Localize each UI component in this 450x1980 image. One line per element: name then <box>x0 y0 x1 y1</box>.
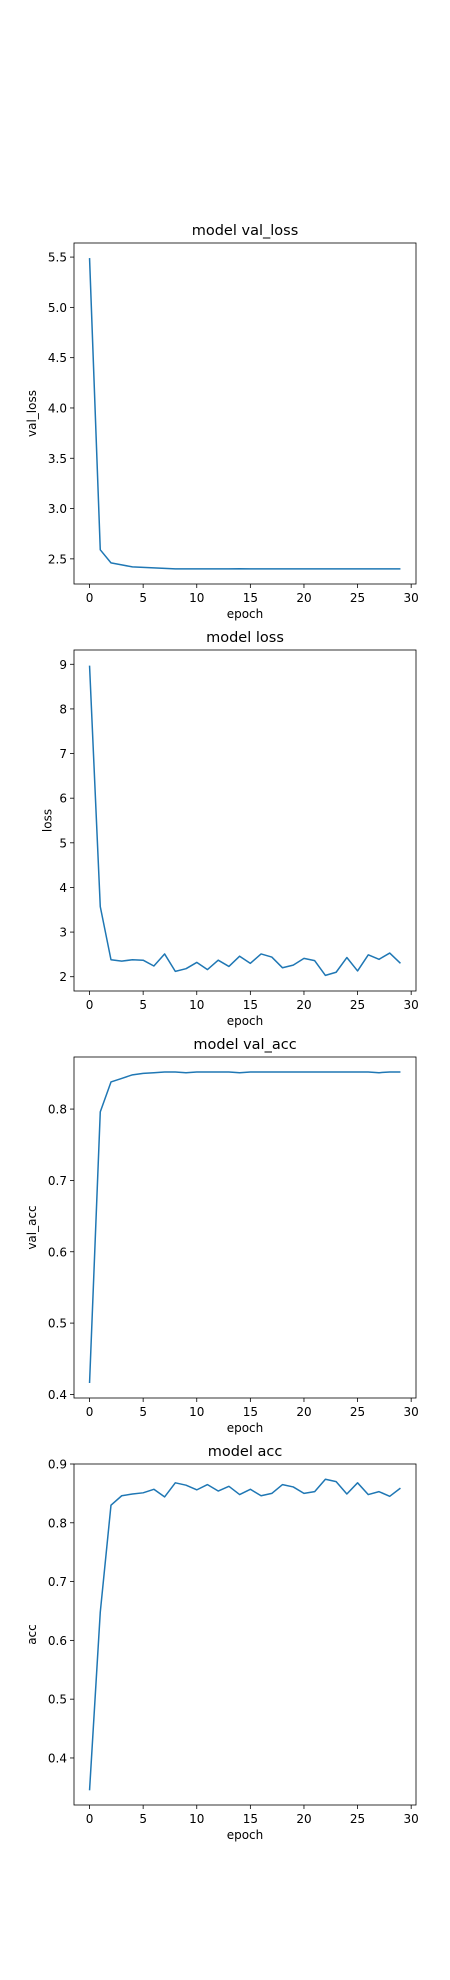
chart-title: model acc <box>208 1444 283 1460</box>
y-axis-label: val_loss <box>25 390 39 437</box>
x-tick-label: 25 <box>350 998 365 1012</box>
x-tick-label: 30 <box>404 998 419 1012</box>
x-tick-label: 10 <box>189 998 204 1012</box>
subplot-val-loss: model val_loss 0 5 10 15 20 25 30 2.5 3.0 3.5 4.0… <box>25 223 419 621</box>
x-tick-label: 20 <box>296 1812 311 1826</box>
subplot-loss: model loss 0 5 10 15 20 25 30 2 3 4 5 6 7 8 9 epoch l… <box>40 630 418 1028</box>
x-axis-label: epoch <box>227 1421 264 1435</box>
y-tick-label: 0.7 <box>48 1575 67 1589</box>
x-tick-label: 15 <box>243 998 258 1012</box>
y-tick-label: 0.8 <box>48 1103 67 1117</box>
y-tick-label: 3.5 <box>48 452 67 466</box>
y-tick-label: 9 <box>59 658 67 672</box>
y-tick-label: 0.4 <box>48 1388 67 1402</box>
y-tick-label: 6 <box>59 792 67 806</box>
x-tick-label: 10 <box>189 1812 204 1826</box>
x-tick-label: 15 <box>243 1812 258 1826</box>
x-ticks: 0 5 10 15 20 25 30 <box>86 991 419 1012</box>
y-tick-label: 4.5 <box>48 351 67 365</box>
x-tick-label: 15 <box>243 1405 258 1419</box>
x-tick-label: 25 <box>350 1812 365 1826</box>
x-tick-label: 25 <box>350 1405 365 1419</box>
y-axis-label: acc <box>25 1624 39 1645</box>
y-tick-label: 0.6 <box>48 1245 67 1259</box>
y-axis-label: loss <box>40 809 54 832</box>
chart-title: model val_acc <box>193 1037 296 1053</box>
series-line <box>88 258 401 570</box>
x-tick-label: 20 <box>296 998 311 1012</box>
y-ticks: 0.4 0.5 0.6 0.7 0.8 <box>48 1103 74 1402</box>
y-tick-label: 0.4 <box>48 1751 67 1765</box>
plot-frame <box>73 1463 417 1806</box>
x-tick-label: 0 <box>86 1812 94 1826</box>
y-tick-label: 5 <box>59 836 67 850</box>
x-tick-label: 20 <box>296 591 311 605</box>
plot-frame <box>73 649 417 992</box>
y-tick-label: 5.5 <box>48 251 67 265</box>
y-axis-label: val_acc <box>25 1205 39 1249</box>
y-ticks: 0.4 0.5 0.6 0.7 0.8 0.9 <box>48 1458 74 1765</box>
series-line <box>88 665 401 977</box>
y-ticks: 2 3 4 5 6 7 8 9 <box>59 658 74 984</box>
x-ticks: 0 5 10 15 20 25 30 <box>86 584 419 605</box>
y-tick-label: 0.5 <box>48 1693 67 1707</box>
x-tick-label: 5 <box>139 1405 147 1419</box>
x-tick-label: 20 <box>296 1405 311 1419</box>
chart-title: model loss <box>206 630 284 646</box>
x-tick-label: 0 <box>86 998 94 1012</box>
subplot-acc: model acc 0 5 10 15 20 25 30 0.40.50.60.70.80.… <box>25 1444 419 1842</box>
x-axis-label: epoch <box>227 1828 264 1842</box>
chart-title: model val_loss <box>192 223 299 239</box>
y-tick-label: 7 <box>59 747 67 761</box>
y-tick-label: 3 <box>59 926 67 940</box>
x-tick-label: 30 <box>404 1405 419 1419</box>
y-tick-label: 4.0 <box>48 401 67 415</box>
x-ticks: 0 5 10 15 20 25 30 <box>86 1398 419 1419</box>
x-tick-label: 5 <box>139 591 147 605</box>
y-tick-label: 0.5 <box>48 1317 67 1331</box>
y-tick-label: 0.7 <box>48 1174 67 1188</box>
y-tick-label: 5.0 <box>48 301 67 315</box>
x-ticks: 0 5 10 15 20 25 30 <box>86 1805 419 1826</box>
x-tick-label: 25 <box>350 591 365 605</box>
y-tick-label: 0.6 <box>48 1634 67 1648</box>
series-line <box>88 1071 401 1384</box>
x-axis-label: epoch <box>227 1014 264 1028</box>
y-tick-label: 8 <box>59 702 67 716</box>
x-axis-label: epoch <box>227 607 264 621</box>
y-tick-label: 2.5 <box>48 552 67 566</box>
x-tick-label: 30 <box>404 1812 419 1826</box>
x-tick-label: 0 <box>86 591 94 605</box>
x-tick-label: 5 <box>139 998 147 1012</box>
x-tick-label: 5 <box>139 1812 147 1826</box>
x-tick-label: 15 <box>243 591 258 605</box>
subplot-val-acc: model val_acc 0 5 10 15 20 25 30 0.40.50.60.70… <box>25 1037 419 1435</box>
x-tick-label: 10 <box>189 1405 204 1419</box>
y-tick-label: 2 <box>59 970 67 984</box>
y-tick-label: 0.9 <box>48 1458 67 1472</box>
y-ticks: 2.5 3.0 3.5 4.0 4.5 5.0 5.5 <box>48 251 74 566</box>
y-tick-label: 4 <box>59 881 67 895</box>
x-tick-label: 30 <box>404 591 419 605</box>
series-line <box>88 1478 401 1791</box>
plot-frame <box>73 1056 417 1399</box>
y-tick-label: 3.0 <box>48 502 67 516</box>
plot-frame <box>73 242 417 585</box>
y-tick-label: 0.8 <box>48 1516 67 1530</box>
x-tick-label: 0 <box>86 1405 94 1419</box>
x-tick-label: 10 <box>189 591 204 605</box>
